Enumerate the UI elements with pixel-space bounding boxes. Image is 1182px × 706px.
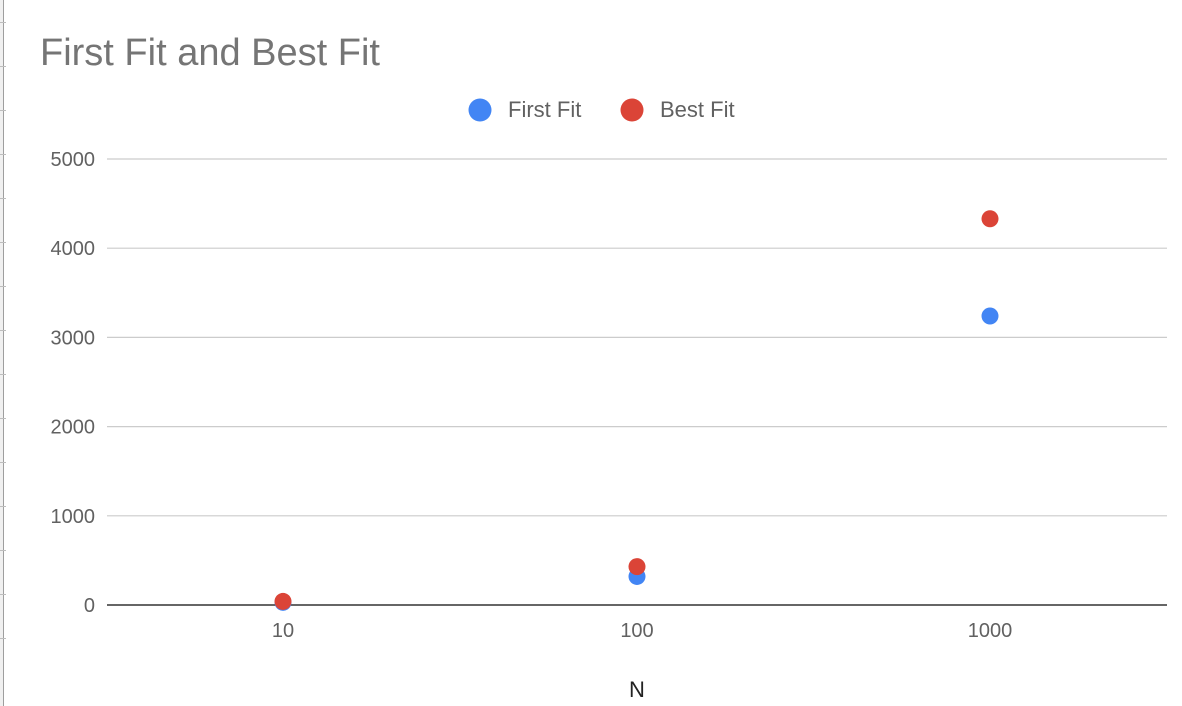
data-point-first-fit [981,307,999,325]
legend-label: First Fit [508,97,581,122]
legend-label: Best Fit [660,97,735,122]
chart-title: First Fit and Best Fit [40,32,380,74]
y-tick-label: 0 [84,595,95,617]
window-left-ticks [0,0,6,706]
chart-legend: First Fit Best Fit [468,97,735,122]
legend-marker [620,98,644,122]
gridlines [107,158,1167,517]
x-axis-title: N [629,677,645,702]
data-points [274,210,999,611]
window-left-edge [0,0,4,706]
x-tick-label: 10 [272,620,294,642]
y-axis-ticks: 0 1000 2000 3000 4000 5000 [51,149,96,617]
data-point-best-fit [274,592,292,610]
y-tick-label: 1000 [51,506,96,528]
y-tick-label: 2000 [51,417,96,439]
y-tick-label: 3000 [51,327,96,349]
x-axis-ticks: 10 100 1000 [272,620,1012,642]
x-tick-label: 1000 [968,620,1013,642]
data-point-best-fit [628,558,646,576]
data-point-best-fit [981,210,999,228]
y-tick-label: 5000 [51,149,96,171]
x-tick-label: 100 [620,620,653,642]
y-tick-label: 4000 [51,238,96,260]
legend-marker [468,98,492,122]
